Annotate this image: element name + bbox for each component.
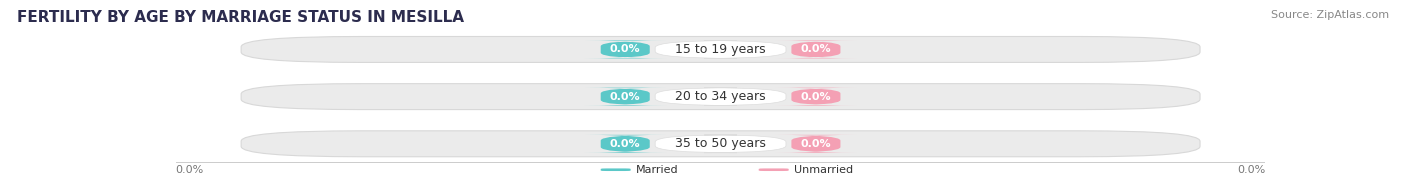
Text: 0.0%: 0.0% — [176, 165, 204, 175]
FancyBboxPatch shape — [655, 41, 786, 58]
FancyBboxPatch shape — [242, 36, 1201, 63]
FancyBboxPatch shape — [655, 88, 786, 106]
Text: FERTILITY BY AGE BY MARRIAGE STATUS IN MESILLA: FERTILITY BY AGE BY MARRIAGE STATUS IN M… — [17, 10, 464, 25]
FancyBboxPatch shape — [242, 84, 1201, 110]
Text: 15 to 19 years: 15 to 19 years — [675, 43, 766, 56]
Text: 0.0%: 0.0% — [610, 139, 641, 149]
FancyBboxPatch shape — [775, 41, 856, 58]
FancyBboxPatch shape — [775, 135, 856, 153]
Text: 0.0%: 0.0% — [610, 44, 641, 54]
Text: 20 to 34 years: 20 to 34 years — [675, 90, 766, 103]
FancyBboxPatch shape — [759, 168, 789, 171]
Text: 0.0%: 0.0% — [1237, 165, 1265, 175]
Text: 0.0%: 0.0% — [610, 92, 641, 102]
FancyBboxPatch shape — [585, 88, 666, 106]
FancyBboxPatch shape — [585, 41, 666, 58]
Text: Married: Married — [636, 165, 679, 175]
Text: Source: ZipAtlas.com: Source: ZipAtlas.com — [1271, 10, 1389, 20]
FancyBboxPatch shape — [775, 88, 856, 106]
FancyBboxPatch shape — [585, 135, 666, 153]
FancyBboxPatch shape — [242, 131, 1201, 157]
Text: 35 to 50 years: 35 to 50 years — [675, 137, 766, 150]
Text: 0.0%: 0.0% — [800, 139, 831, 149]
FancyBboxPatch shape — [655, 135, 786, 153]
Text: 0.0%: 0.0% — [800, 92, 831, 102]
Text: Unmarried: Unmarried — [794, 165, 853, 175]
Text: 0.0%: 0.0% — [800, 44, 831, 54]
FancyBboxPatch shape — [600, 168, 631, 171]
